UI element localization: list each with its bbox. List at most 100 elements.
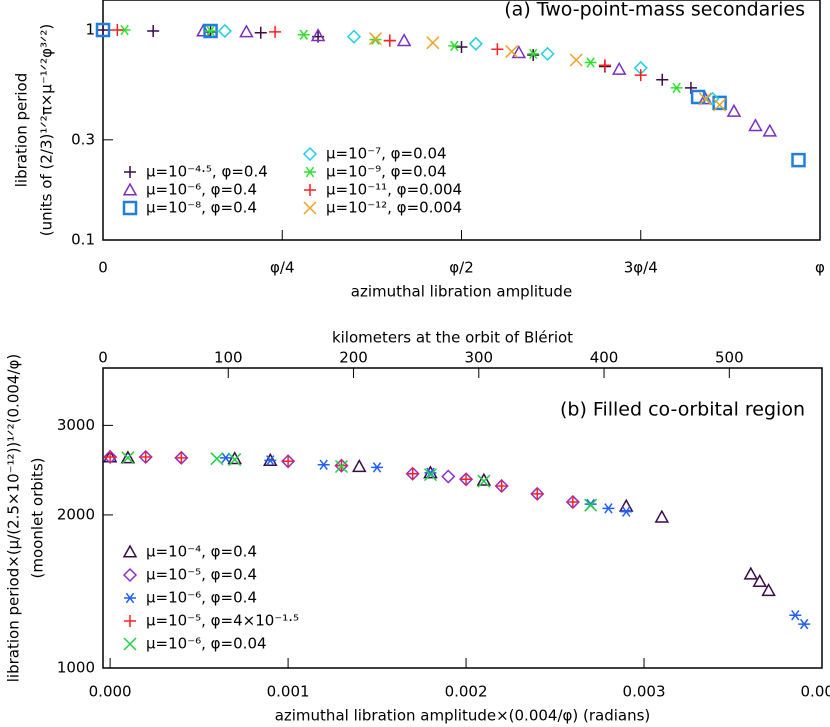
data-point bbox=[174, 450, 189, 465]
data-point bbox=[505, 44, 519, 59]
data-point bbox=[670, 82, 683, 94]
data-point bbox=[334, 459, 349, 474]
data-point bbox=[317, 459, 330, 471]
data-point bbox=[634, 69, 647, 82]
chart-title: (b) Filled co-orbital region bbox=[560, 399, 805, 421]
data-point bbox=[726, 103, 742, 117]
legend-label: μ=10⁻⁹, φ=0.04 bbox=[326, 163, 447, 181]
data-point bbox=[371, 462, 384, 473]
data-point bbox=[748, 118, 763, 132]
x-axis-label: azimuthal libration amplitude×(0.004/φ) … bbox=[275, 707, 651, 725]
data-point bbox=[254, 26, 267, 39]
data-point bbox=[219, 452, 232, 464]
data-point bbox=[654, 509, 670, 523]
data-point bbox=[584, 498, 598, 512]
data-point bbox=[269, 25, 282, 38]
data-point bbox=[584, 57, 597, 68]
data-point bbox=[346, 29, 362, 44]
data-point bbox=[527, 48, 540, 60]
legend-label: μ=10⁻⁴, φ=0.4 bbox=[146, 543, 257, 561]
data-point bbox=[690, 89, 706, 105]
data-point bbox=[239, 24, 254, 38]
legend-label: μ=10⁻⁴·⁵, φ=0.4 bbox=[146, 163, 268, 181]
data-point bbox=[476, 472, 492, 486]
data-point bbox=[620, 506, 633, 517]
data-point bbox=[138, 449, 153, 465]
legend-marker bbox=[122, 182, 138, 196]
data-point bbox=[602, 503, 615, 514]
y-tick-label: 0.1 bbox=[71, 231, 95, 249]
data-point bbox=[426, 36, 440, 50]
data-point bbox=[352, 458, 367, 473]
data-point bbox=[423, 468, 437, 482]
data-point bbox=[282, 455, 295, 468]
legend-marker bbox=[122, 544, 138, 558]
data-point bbox=[139, 450, 152, 463]
data-point bbox=[111, 24, 124, 37]
x2-tick-label: 400 bbox=[590, 349, 619, 367]
data-point bbox=[762, 123, 778, 137]
x-tick-label: 0 bbox=[98, 259, 108, 277]
data-point bbox=[477, 474, 491, 488]
y-axis-label: (units of (2/3)¹ᐟ²π×μ⁻¹ᐟ²φ³ᐟ²) bbox=[38, 24, 56, 237]
x-tick-label: 0.001 bbox=[267, 683, 310, 701]
y-tick-label: 2000 bbox=[57, 505, 95, 523]
x-tick-label: φ/4 bbox=[270, 259, 295, 277]
data-point bbox=[491, 43, 504, 56]
x2-axis-label: kilometers at the orbit of Blériot bbox=[332, 329, 573, 347]
legend-marker bbox=[123, 637, 137, 651]
data-point bbox=[494, 478, 509, 494]
x-tick-label: φ bbox=[815, 259, 825, 277]
data-point bbox=[203, 23, 218, 39]
legend-marker bbox=[124, 592, 136, 604]
legend-marker bbox=[122, 200, 138, 216]
legend-label: μ=10⁻⁶, φ=0.4 bbox=[146, 589, 257, 607]
legend-label: μ=10⁻⁷, φ=0.04 bbox=[326, 145, 447, 163]
data-point bbox=[511, 45, 527, 59]
data-point bbox=[103, 449, 118, 465]
legend-label: μ=10⁻⁶, φ=0.04 bbox=[146, 635, 267, 653]
data-point bbox=[204, 25, 217, 37]
legend-label: μ=10⁻¹¹, φ=0.004 bbox=[326, 181, 462, 199]
data-point bbox=[460, 473, 473, 486]
data-point bbox=[368, 32, 382, 46]
x-tick-label: φ/2 bbox=[449, 259, 474, 277]
data-point bbox=[441, 469, 456, 484]
data-point bbox=[791, 152, 806, 168]
data-point bbox=[455, 41, 468, 54]
chart-title: (a) Two-point-mass secondaries bbox=[504, 0, 805, 21]
data-point bbox=[147, 24, 160, 37]
data-point bbox=[217, 23, 232, 39]
data-point bbox=[95, 22, 111, 38]
data-point bbox=[705, 91, 720, 106]
data-point bbox=[698, 92, 712, 106]
x2-tick-label: 100 bbox=[214, 349, 243, 367]
x-tick-label: 0.002 bbox=[445, 683, 488, 701]
x-axis-label: azimuthal libration amplitude bbox=[351, 283, 572, 301]
legend-marker bbox=[304, 184, 316, 196]
data-point bbox=[761, 583, 776, 597]
data-point bbox=[495, 479, 508, 492]
data-point bbox=[540, 46, 555, 61]
data-point bbox=[752, 573, 767, 587]
legend-label: μ=10⁻⁵, φ=0.4 bbox=[146, 566, 257, 584]
data-point bbox=[104, 450, 117, 463]
data-point bbox=[228, 453, 242, 467]
legend-label: μ=10⁻⁵, φ=4×10⁻¹·⁵ bbox=[146, 612, 299, 630]
y-axis-label: libration period bbox=[13, 73, 31, 188]
y-tick-label: 0.3 bbox=[71, 130, 95, 148]
legend-label: μ=10⁻⁶, φ=0.4 bbox=[146, 181, 257, 199]
data-point bbox=[713, 98, 727, 112]
data-point bbox=[297, 29, 310, 40]
data-point bbox=[121, 451, 135, 465]
x2-tick-label: 300 bbox=[464, 349, 493, 367]
data-point bbox=[396, 33, 412, 47]
x2-tick-label: 0 bbox=[98, 349, 108, 367]
plot-frame bbox=[102, 367, 823, 669]
legend-marker bbox=[303, 201, 317, 215]
y-axis-label: (moonlet orbits) bbox=[29, 458, 47, 579]
y-tick-label: 1 bbox=[85, 21, 95, 39]
data-point bbox=[743, 566, 759, 580]
data-point bbox=[712, 95, 727, 111]
